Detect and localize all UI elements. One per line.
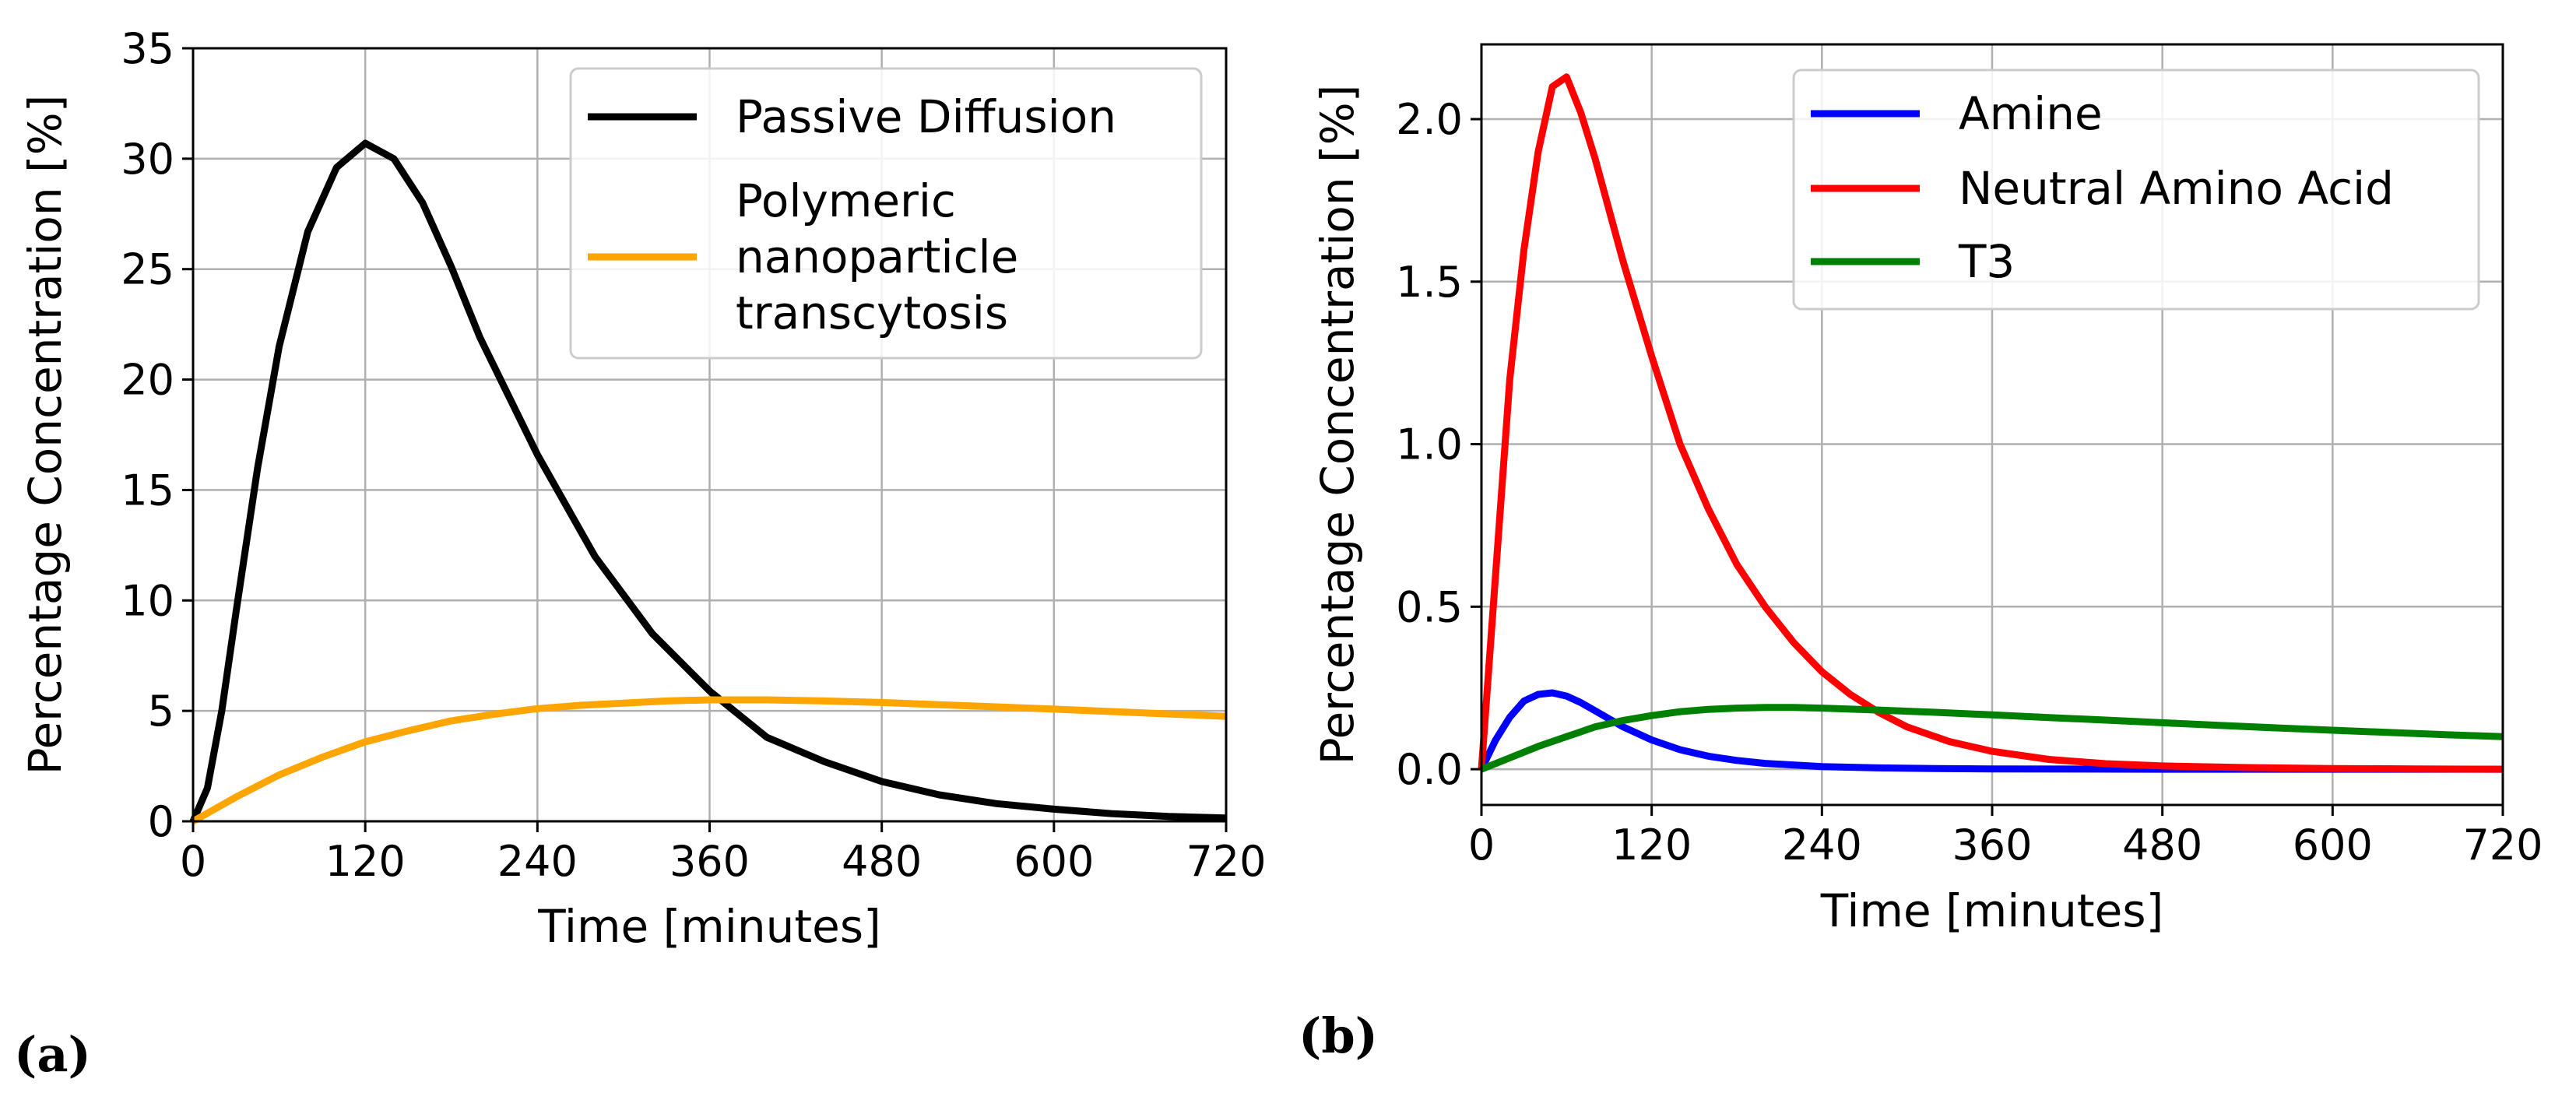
panel-label-a: (a) <box>14 1026 91 1083</box>
chart-b-legend-label-1: Amine <box>1959 87 2103 140</box>
chart-a-legend-label-2: nanoparticle <box>736 230 1018 283</box>
panel-label-b: (b) <box>1299 1007 1378 1064</box>
chart-a-ytick-label: 35 <box>121 24 174 73</box>
chart-a-xtick-label: 120 <box>325 837 406 886</box>
chart-a-xtick-label: 600 <box>1014 837 1094 886</box>
chart-a-legend-label-2: Polymeric <box>736 174 956 227</box>
chart-b-xlabel: Time [minutes] <box>1820 884 2163 937</box>
chart-a-ytick-label: 15 <box>121 466 174 515</box>
chart-a-legend-label-2: transcytosis <box>736 286 1008 339</box>
chart-b-xtick-label: 360 <box>1952 821 2032 870</box>
chart-b-xtick-label: 0 <box>1468 821 1495 870</box>
chart-b-xtick-label: 720 <box>2462 821 2543 870</box>
chart-b-legend-label-3: T3 <box>1958 235 2015 288</box>
chart-a-legend-label-1: Passive Diffusion <box>736 90 1116 143</box>
chart-a-xtick-label: 480 <box>842 837 922 886</box>
chart-a: 0 120 240 360 480 600 720 0 5 10 15 20 25 30 35 Time [… <box>19 24 1267 953</box>
chart-a-xtick-label: 360 <box>669 837 750 886</box>
chart-a-ytick-label: 25 <box>121 245 174 294</box>
chart-a-ylabel: Percentage Concentration [%] <box>19 95 72 775</box>
chart-b-xtick-label: 480 <box>2122 821 2202 870</box>
chart-b-xtick-label: 240 <box>1782 821 1862 870</box>
chart-a-ytick-label: 5 <box>148 687 174 736</box>
chart-a-ytick-label: 10 <box>121 576 174 625</box>
chart-b-ytick-label: 1.5 <box>1396 258 1463 307</box>
chart-b: 0 120 240 360 480 600 720 0.0 0.5 1.0 1.5 2.0 Time … <box>1311 44 2543 937</box>
chart-a-ytick-label: 30 <box>121 135 174 184</box>
chart-a-xtick-label: 240 <box>497 837 578 886</box>
chart-b-xtick-label: 600 <box>2293 821 2373 870</box>
chart-b-ytick-label: 0.0 <box>1396 745 1463 794</box>
chart-b-legend-label-2: Neutral Amino Acid <box>1959 162 2394 215</box>
chart-b-ylabel: Percentage Concentration [%] <box>1311 85 1364 765</box>
chart-a-xtick-label: 0 <box>180 837 206 886</box>
chart-b-ytick-label: 0.5 <box>1396 582 1463 631</box>
chart-a-xtick-label: 720 <box>1186 837 1266 886</box>
figure: 0 120 240 360 480 600 720 0 5 10 15 20 25 30 35 Time [… <box>0 0 2576 1100</box>
chart-a-ytick-label: 20 <box>121 356 174 405</box>
chart-b-ytick-label: 2.0 <box>1396 95 1463 144</box>
chart-b-ytick-label: 1.0 <box>1396 420 1463 469</box>
chart-a-legend: Passive Diffusion Polymericnanoparticletr… <box>571 69 1201 358</box>
chart-a-ytick-label: 0 <box>148 797 174 846</box>
chart-a-xlabel: Time [minutes] <box>537 900 880 953</box>
chart-b-legend: Amine Neutral Amino Acid T3 <box>1794 70 2479 309</box>
chart-b-xtick-label: 120 <box>1611 821 1692 870</box>
